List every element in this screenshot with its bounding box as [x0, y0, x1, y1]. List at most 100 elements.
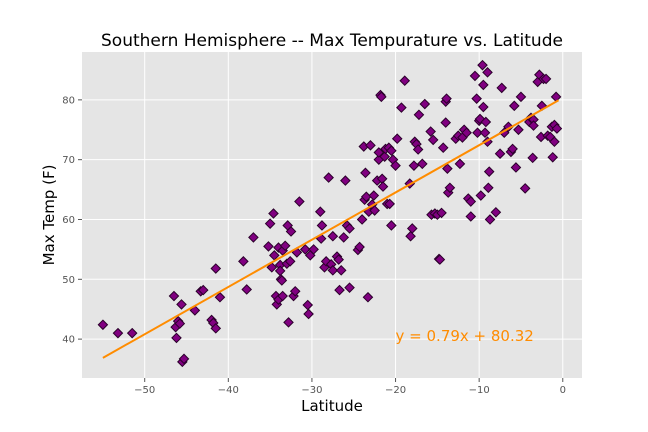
data-point: [391, 133, 403, 145]
data-point: [356, 214, 368, 225]
data-point: [171, 332, 182, 344]
data-point: [112, 327, 124, 339]
data-point: [283, 317, 294, 328]
data-point: [279, 240, 291, 252]
y-tick-label: 60: [62, 215, 75, 226]
data-point: [334, 284, 345, 296]
data-point: [369, 205, 380, 216]
x-tick-label: 0: [560, 385, 566, 396]
data-point: [494, 148, 506, 159]
data-point: [248, 232, 259, 243]
data-point: [210, 263, 222, 274]
y-axis-label: Max Temp (F): [40, 165, 58, 266]
data-point: [406, 223, 418, 234]
data-point: [368, 190, 380, 201]
y-tick-label: 80: [62, 95, 75, 106]
data-point: [386, 220, 397, 231]
data-point: [412, 144, 424, 155]
data-point: [266, 262, 278, 273]
data-point: [327, 265, 339, 276]
data-point: [354, 241, 365, 253]
data-point: [436, 207, 447, 219]
y-tick-label: 40: [62, 335, 75, 346]
data-point: [474, 113, 486, 125]
data-point: [277, 290, 288, 302]
data-point: [340, 175, 351, 186]
data-point: [178, 353, 190, 365]
data-point: [540, 73, 552, 85]
x-tick-label: −40: [218, 385, 239, 396]
data-point: [333, 254, 344, 265]
data-point: [390, 160, 401, 171]
data-point: [419, 98, 431, 110]
data-point: [490, 207, 502, 218]
data-point: [480, 116, 492, 128]
data-point: [442, 163, 453, 174]
x-tick-label: −30: [301, 385, 322, 396]
data-point: [299, 244, 311, 255]
data-point: [510, 162, 522, 173]
data-point: [379, 151, 390, 162]
x-tick-label: −50: [134, 385, 155, 396]
data-point: [477, 59, 488, 71]
data-point: [384, 198, 395, 210]
data-point: [507, 143, 518, 155]
data-point: [268, 208, 279, 219]
data-point: [513, 124, 524, 136]
data-point: [176, 299, 187, 310]
x-axis-label: Latitude: [301, 397, 363, 415]
data-point: [365, 140, 376, 151]
data-point: [454, 158, 466, 170]
data-point: [338, 232, 350, 243]
data-point: [285, 226, 297, 237]
data-point: [214, 291, 226, 303]
data-point: [478, 101, 489, 113]
data-point: [549, 136, 560, 148]
data-point: [377, 181, 389, 192]
regression-line: [102, 99, 560, 359]
data-point: [437, 142, 449, 154]
data-point: [174, 318, 186, 329]
y-tick-label: 50: [62, 275, 75, 286]
y-axis-ticks: 40 50 60 70 80: [62, 95, 82, 346]
data-point: [241, 284, 253, 295]
data-point: [475, 190, 487, 201]
data-point: [327, 230, 339, 242]
data-point: [461, 127, 472, 139]
data-point: [482, 67, 493, 78]
data-point: [496, 82, 508, 94]
data-point: [238, 256, 249, 267]
data-point: [373, 147, 385, 158]
data-point: [376, 91, 387, 103]
data-point: [527, 152, 538, 164]
data-point: [289, 285, 301, 297]
data-point: [444, 182, 456, 194]
data-point: [97, 319, 109, 331]
data-point: [465, 211, 477, 222]
data-point: [399, 75, 411, 87]
data-point: [276, 275, 288, 286]
data-point: [425, 126, 436, 137]
data-point: [413, 109, 425, 121]
data-point: [344, 282, 355, 293]
data-point: [471, 93, 482, 104]
data-point: [440, 117, 452, 128]
data-point: [168, 290, 180, 302]
regression-equation: y = 0.79x + 80.32: [396, 327, 534, 345]
data-point: [335, 265, 347, 276]
data-point: [264, 218, 276, 229]
data-point: [528, 120, 539, 131]
data-point: [314, 206, 326, 218]
data-point: [482, 136, 493, 148]
data-point: [294, 196, 305, 207]
data-point: [386, 145, 397, 157]
x-tick-label: −10: [469, 385, 490, 396]
data-point: [483, 182, 494, 194]
x-axis-ticks: −50 −40 −30 −20 −10 0: [134, 378, 566, 396]
data-point: [405, 230, 416, 242]
data-point: [483, 166, 495, 177]
data-point: [427, 134, 439, 146]
data-point: [323, 172, 334, 183]
y-tick-label: 70: [62, 155, 75, 166]
